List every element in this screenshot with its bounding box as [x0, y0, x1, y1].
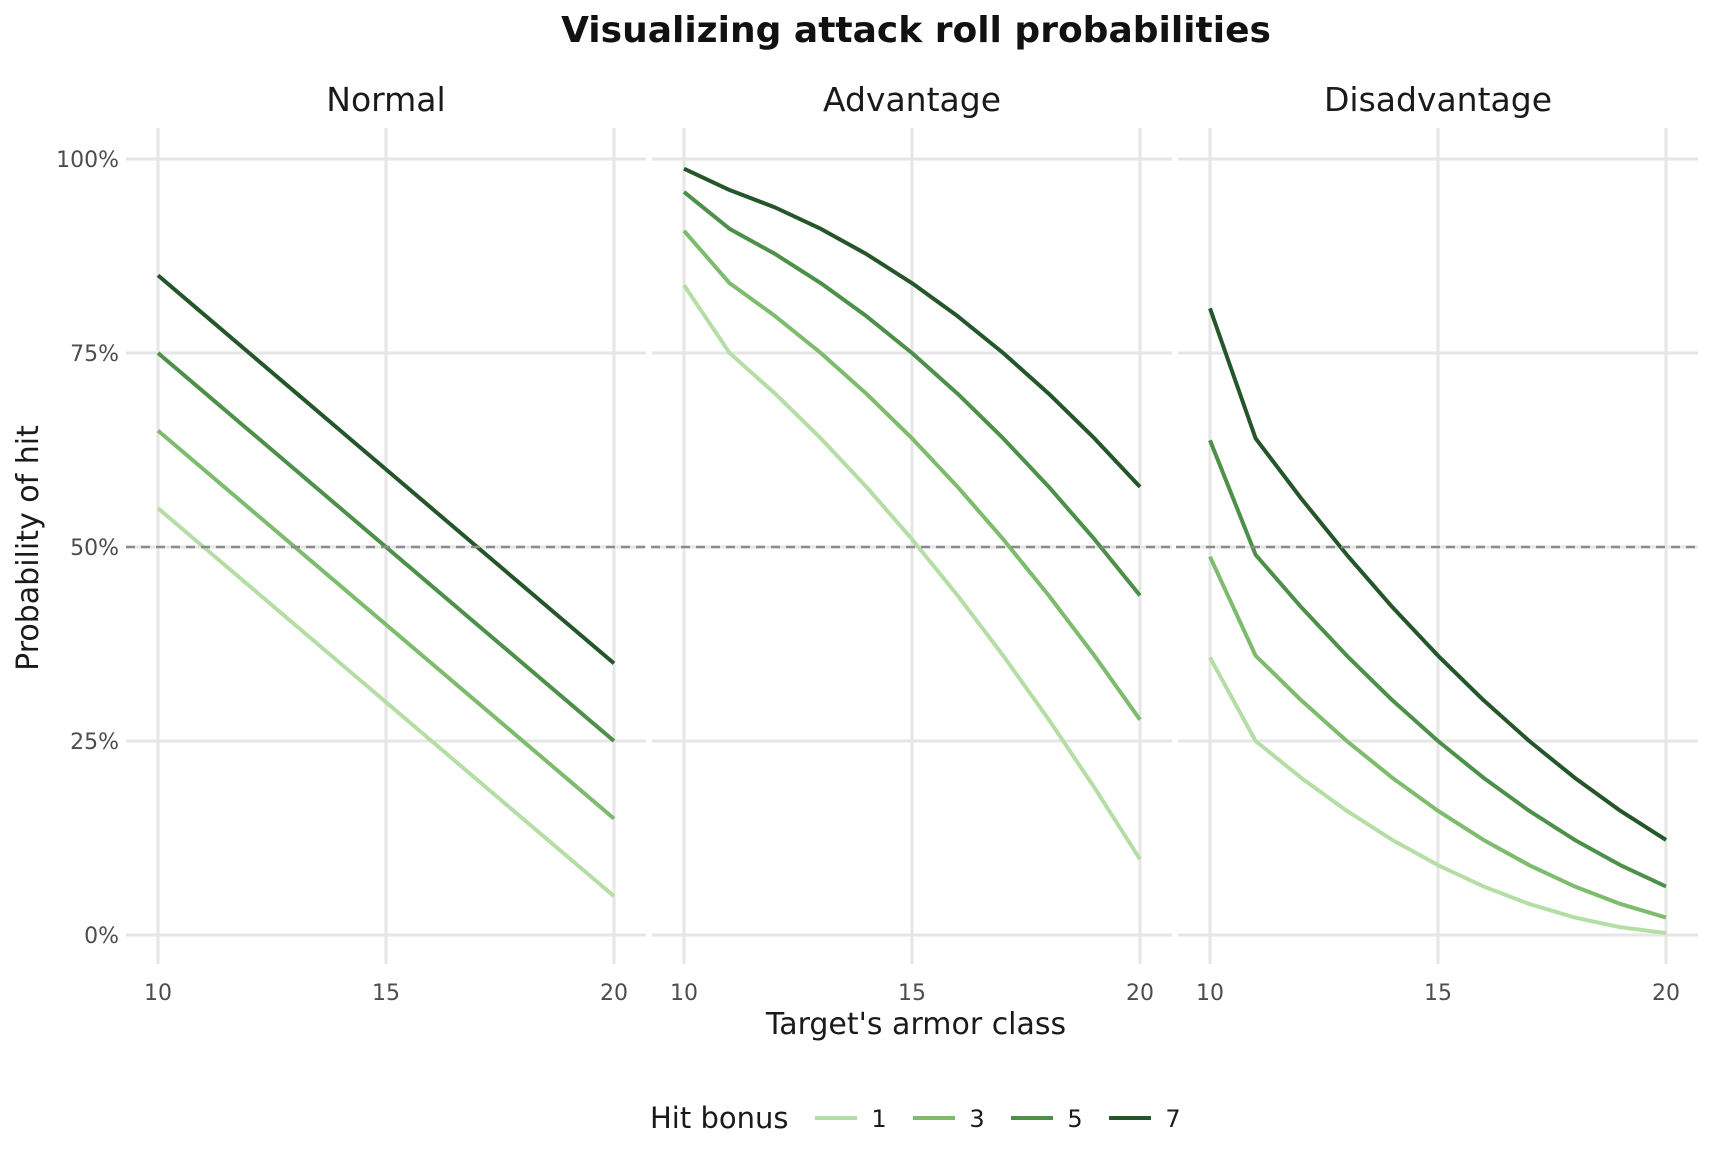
x-tick-label: 15 [372, 981, 400, 1006]
facet-panels: Normal 10 15 20 Advantage 10 15 20 Disadvantage 1… [56, 80, 1698, 1006]
x-tick-label: 15 [898, 981, 926, 1006]
facet-label-advantage: Advantage [823, 80, 1001, 119]
x-tick-label: 20 [1126, 981, 1154, 1006]
facet-label-disadvantage: Disadvantage [1324, 80, 1552, 119]
panel-advantage: Advantage 10 15 20 [652, 80, 1172, 1006]
x-axis-label: Target's armor class [765, 1007, 1066, 1042]
x-tick-label: 20 [600, 981, 628, 1006]
legend-title: Hit bonus [650, 1101, 788, 1135]
x-tick-label: 10 [144, 981, 172, 1006]
series-line-advantage-bonus-1 [682, 283, 1142, 861]
legend-label-3: 3 [969, 1105, 984, 1133]
x-tick-label: 15 [1424, 981, 1452, 1006]
facet-label-normal: Normal [326, 80, 445, 119]
series-line-disadvantage-bonus-3 [1208, 555, 1667, 920]
series-line-normal-bonus-3 [156, 429, 616, 821]
panel-normal: Normal 10 15 20 [126, 80, 646, 1006]
y-tick-label: 25% [70, 730, 119, 755]
y-tick-label: 75% [70, 342, 119, 367]
legend-label-5: 5 [1067, 1105, 1082, 1133]
legend-label-7: 7 [1165, 1105, 1180, 1133]
y-tick-label: 100% [56, 148, 119, 173]
y-tick-label: 0% [84, 924, 119, 949]
legend-label-1: 1 [871, 1105, 886, 1133]
series-line-normal-bonus-7 [156, 273, 616, 665]
panel-disadvantage: Disadvantage 10 15 20 [1178, 80, 1698, 1006]
series-line-advantage-bonus-3 [682, 229, 1142, 721]
y-tick-label: 50% [70, 536, 119, 561]
series-line-disadvantage-bonus-5 [1208, 439, 1667, 889]
x-tick-label: 20 [1652, 981, 1680, 1006]
legend: Hit bonus 1 3 5 7 [650, 1101, 1181, 1135]
x-tick-label: 10 [1196, 981, 1224, 1006]
chart-title: Visualizing attack roll probabilities [561, 10, 1271, 51]
y-axis-label: Probability of hit [11, 425, 46, 671]
series-line-normal-bonus-1 [156, 506, 616, 898]
x-tick-label: 10 [670, 981, 698, 1006]
series-line-advantage-bonus-5 [682, 190, 1142, 597]
series-line-disadvantage-bonus-7 [1208, 307, 1668, 842]
series-line-disadvantage-bonus-1 [1208, 656, 1667, 936]
series-line-advantage-bonus-7 [683, 166, 1142, 489]
